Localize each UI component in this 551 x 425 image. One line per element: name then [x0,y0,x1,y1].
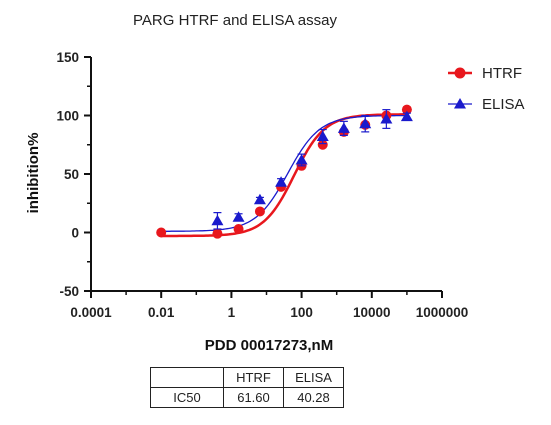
data-point-htrf [317,139,328,150]
data-point-elisa [380,113,393,124]
legend-marker-htrf [454,67,466,79]
legend-label-elisa: ELISA [482,96,525,113]
table-cell: 40.28 [283,387,344,408]
table-row: IC50 61.60 40.28 [150,387,344,408]
x-tick-label: 1000000 [416,305,469,320]
legend-marker-elisa [454,98,466,109]
axes: -50 0 50 100 150 0.0001 0.01 1 100 10000 1000000 [56,50,468,320]
table-cell: 61.60 [223,387,284,408]
y-axis-label: inhibition% [25,133,42,214]
x-tick-label: 0.0001 [70,305,112,320]
x-tick-label: 1 [228,305,236,320]
fit-curve-elisa [161,114,409,232]
y-tick-label: 50 [64,167,79,182]
legend: HTRF ELISA [448,65,525,113]
data-point-elisa [275,176,288,187]
ic50-table: HTRF ELISA IC50 61.60 40.28 [150,367,344,408]
data-point-htrf [156,227,167,238]
legend-label-htrf: HTRF [482,65,522,82]
y-tick-label: 150 [56,50,79,65]
y-tick-label: -50 [59,284,79,299]
data-point-elisa [295,153,308,165]
data-point-elisa [211,214,224,226]
chart: PARG HTRF and ELISA assay -50 0 50 100 150 0.… [25,12,525,354]
table-header-row: HTRF ELISA [150,367,344,388]
x-tick-label: 100 [290,305,313,320]
y-tick-label: 100 [56,109,79,124]
fit-curve-htrf [160,113,409,238]
table-header-cell: HTRF [223,367,284,388]
data-point-htrf [233,223,244,234]
data-points [156,104,413,239]
x-axis-label: PDD 00017273,nM [205,337,333,354]
data-point-elisa [316,130,329,142]
x-tick-label: 0.01 [148,305,175,320]
data-point-elisa [337,122,350,133]
data-point-htrf [401,104,412,115]
fit-curves [160,113,409,238]
table-header-cell: ELISA [283,367,344,388]
data-point-htrf [212,228,223,239]
y-tick-label: 0 [71,226,79,241]
data-point-htrf [254,206,265,217]
data-point-elisa [232,211,245,222]
chart-title: PARG HTRF and ELISA assay [133,12,337,29]
data-point-elisa [359,117,372,129]
x-tick-label: 10000 [353,305,391,320]
data-point-elisa [400,110,413,122]
table-header-cell [150,367,224,388]
table-cell: IC50 [150,387,224,408]
data-point-elisa [253,193,266,205]
